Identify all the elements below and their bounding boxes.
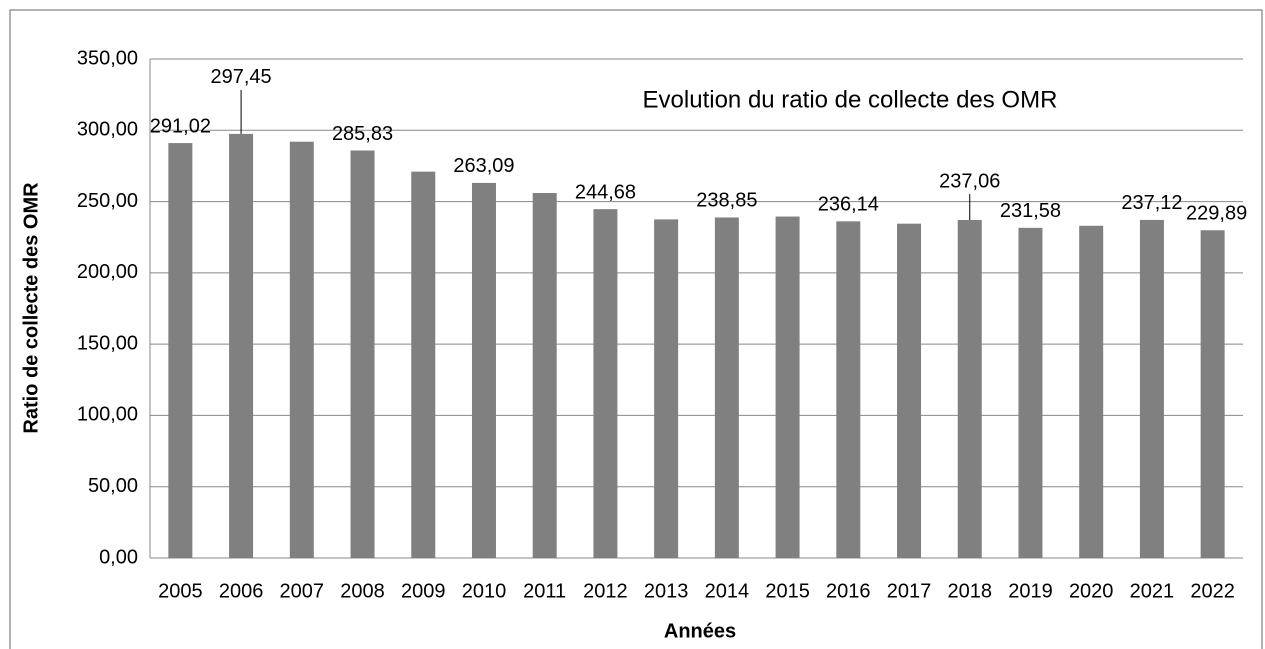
bar [957,220,982,558]
value-label: 263,09 [453,155,514,177]
y-tick-label: 0,00 [99,546,138,568]
x-tick-label: 2014 [705,580,750,602]
x-tick-label: 2005 [158,580,203,602]
x-tick-label: 2013 [644,580,689,602]
x-tick-label: 2009 [401,580,446,602]
value-label: 244,68 [575,181,636,203]
x-tick-label: 2020 [1069,580,1114,602]
value-label: 291,02 [150,115,211,137]
bar [168,143,193,558]
value-label: 297,45 [210,66,271,88]
bar [350,150,375,558]
y-tick-label: 100,00 [77,404,138,426]
bar [471,182,496,559]
value-label: 236,14 [818,194,879,216]
value-label: 237,12 [1121,192,1182,214]
bar [836,221,861,558]
x-tick-label: 2010 [462,580,507,602]
bar [1139,219,1164,558]
bar [1200,230,1225,558]
bar [532,193,557,558]
y-tick-label: 300,00 [77,119,138,141]
x-tick-label: 2019 [1008,580,1053,602]
y-tick-label: 350,00 [77,47,138,69]
y-axis-label: Ratio de collecte des OMR [20,182,42,434]
x-tick-label: 2006 [219,580,264,602]
value-label: 231,58 [1000,200,1061,222]
bar [1018,227,1043,559]
x-tick-label: 2007 [280,580,325,602]
bar [1079,225,1104,558]
x-tick-label: 2021 [1130,580,1175,602]
bar [897,223,922,559]
bar [229,133,254,559]
bar [714,217,739,558]
y-tick-label: 150,00 [77,332,138,354]
x-tick-label: 2008 [340,580,385,602]
bar [654,219,679,558]
x-tick-label: 2012 [583,580,628,602]
chart-title: Evolution du ratio de collecte des OMR [643,86,1058,113]
x-axis-label: Années [664,620,736,642]
y-tick-label: 250,00 [77,190,138,212]
value-label: 237,06 [939,170,1000,192]
x-tick-label: 2018 [948,580,993,602]
bar [289,141,314,559]
chart-border [9,9,1263,649]
x-tick-label: 2017 [887,580,932,602]
value-label: 238,85 [696,190,757,212]
bar [775,216,800,558]
y-tick-label: 50,00 [88,475,138,497]
bar [411,171,436,559]
x-tick-label: 2011 [523,580,566,602]
x-tick-label: 2022 [1190,580,1235,602]
x-tick-label: 2016 [826,580,871,602]
y-tick-label: 200,00 [77,261,138,283]
value-label: 285,83 [332,123,393,145]
value-label: 229,89 [1186,203,1247,225]
bar [593,209,618,558]
x-tick-label: 2015 [765,580,810,602]
